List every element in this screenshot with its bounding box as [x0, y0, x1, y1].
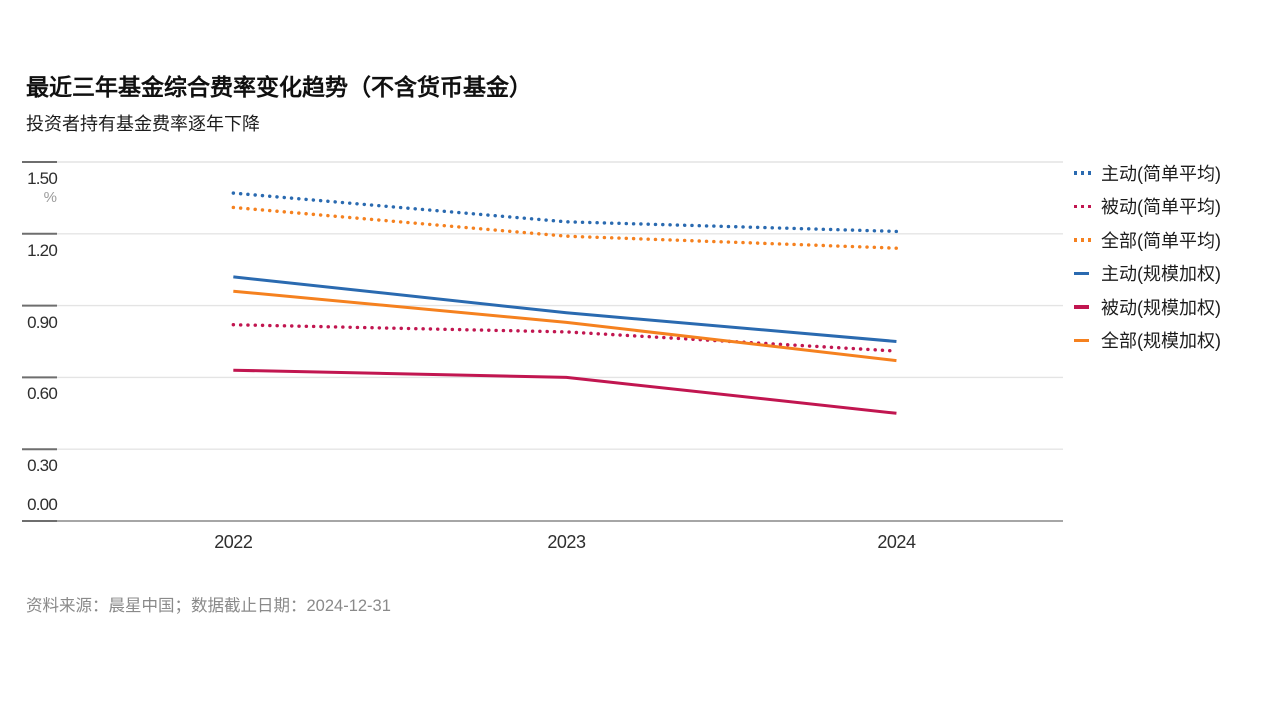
legend-label: 主动(简单平均): [1101, 163, 1221, 184]
x-tick-label: 2024: [877, 532, 916, 552]
source-note: 资料来源：晨星中国；数据截止日期：2024-12-31: [26, 597, 391, 615]
series-line-5: [233, 289, 897, 363]
legend-label: 被动(简单平均): [1101, 197, 1221, 218]
y-axis-unit: %: [43, 189, 57, 206]
legend-label: 全部(简单平均): [1101, 230, 1221, 251]
legend-item-passive-asset-weighted: 被动(规模加权): [1074, 290, 1221, 324]
y-tick-label: 0.60: [27, 384, 58, 404]
y-tick-label: 0.30: [27, 456, 58, 476]
legend-item-all-asset-weighted: 全部(规模加权): [1074, 324, 1221, 358]
legend-item-active-simple-avg: 主动(简单平均): [1074, 156, 1221, 190]
series-line-4: [233, 368, 897, 415]
x-tick-label: 2023: [547, 532, 586, 552]
chart-legend: 主动(简单平均) 被动(简单平均) 全部(简单平均) 主动(规模加权) 被动(规…: [1074, 156, 1221, 357]
legend-item-all-simple-avg: 全部(简单平均): [1074, 223, 1221, 257]
legend-marker-solid-orange: [1074, 338, 1089, 342]
series-line-0: [231, 191, 899, 234]
legend-marker-solid-blue: [1074, 271, 1089, 275]
series-line-1: [231, 323, 899, 353]
y-tick-label: 0.90: [27, 312, 58, 332]
y-tick-label: 0.00: [27, 495, 58, 514]
legend-item-active-asset-weighted: 主动(规模加权): [1074, 257, 1221, 291]
x-axis-labels: 2022 2023 2024: [0, 532, 1100, 556]
legend-marker-solid-crimson: [1074, 305, 1089, 309]
legend-marker-dotted-blue: [1074, 171, 1092, 175]
chart-subtitle: 投资者持有基金费率逐年下降: [26, 114, 260, 134]
line-chart-plot-area: [22, 161, 1063, 522]
legend-item-passive-simple-avg: 被动(简单平均): [1074, 190, 1221, 224]
x-tick-label: 2022: [214, 532, 253, 552]
y-tick-label: 1.20: [27, 240, 58, 260]
legend-label: 被动(规模加权): [1101, 297, 1221, 318]
series-line-2: [231, 205, 899, 250]
chart-title: 最近三年基金综合费率变化趋势（不含货币基金）: [26, 75, 532, 100]
series-line-3: [233, 275, 897, 343]
y-tick-label: 1.50: [27, 169, 58, 188]
legend-label: 全部(规模加权): [1101, 331, 1221, 352]
legend-label: 主动(规模加权): [1101, 264, 1221, 285]
legend-marker-dotted-orange: [1074, 238, 1092, 242]
legend-marker-dotted-crimson: [1074, 204, 1092, 208]
